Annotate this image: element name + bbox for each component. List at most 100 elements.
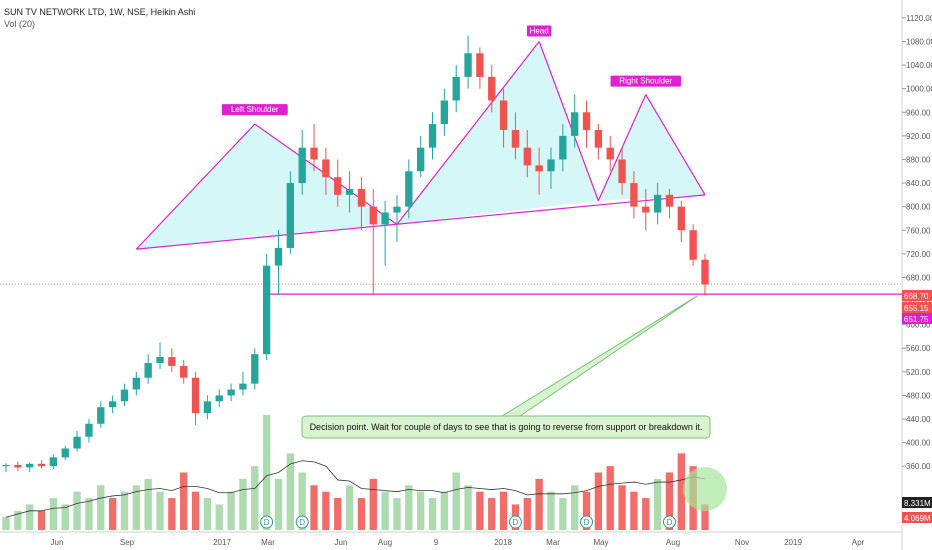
candle-body bbox=[215, 395, 223, 402]
candle-body bbox=[476, 53, 484, 77]
volume-bar bbox=[499, 491, 508, 530]
left-shoulder-label: Left Shoulder bbox=[231, 105, 279, 114]
volume-bar bbox=[2, 517, 10, 530]
time-tick-label: Jun bbox=[335, 538, 348, 547]
dividend-marker-label: D bbox=[667, 518, 673, 527]
volume-bar bbox=[49, 498, 58, 530]
head-line-down bbox=[538, 41, 599, 201]
candle-body bbox=[85, 423, 93, 437]
candle-body bbox=[381, 212, 389, 225]
volume-bar bbox=[428, 498, 437, 530]
candle-body bbox=[606, 147, 614, 160]
volume-bar bbox=[97, 485, 105, 530]
price-tick-label: 640.00 bbox=[906, 297, 931, 306]
price-tag-label: 668.70 bbox=[904, 292, 929, 301]
time-tick-label: May bbox=[593, 538, 608, 547]
volume-tag-label: 8.331M bbox=[904, 499, 931, 508]
candle-body bbox=[499, 100, 508, 130]
candle-body bbox=[547, 159, 555, 172]
volume-bar bbox=[357, 498, 366, 530]
right-shoulder-label: Right Shoulder bbox=[619, 77, 672, 86]
price-tick-label: 680.00 bbox=[906, 273, 931, 282]
dividend-marker bbox=[295, 515, 309, 529]
candle-body bbox=[262, 265, 271, 355]
candle-body bbox=[523, 147, 531, 166]
time-tick-label: Aug bbox=[378, 538, 392, 547]
volume-bar bbox=[310, 485, 318, 530]
volume-bar bbox=[144, 478, 152, 530]
candle-body bbox=[582, 112, 591, 130]
volume-bar bbox=[642, 498, 650, 530]
candle-body bbox=[416, 147, 425, 172]
time-tick-label: 2018 bbox=[494, 538, 512, 547]
volume-highlight-circle bbox=[683, 467, 727, 511]
volume-bar bbox=[606, 466, 614, 530]
candle-body bbox=[97, 407, 105, 424]
volume-bar bbox=[132, 485, 140, 530]
volume-bar bbox=[594, 472, 603, 530]
candle-body bbox=[227, 389, 235, 396]
candle-body bbox=[61, 448, 69, 458]
volume-bar bbox=[262, 415, 271, 530]
note-box bbox=[301, 415, 711, 439]
volume-bar bbox=[571, 485, 579, 530]
price-tick-label: 960.00 bbox=[906, 108, 931, 117]
candle-body bbox=[345, 188, 354, 195]
note-text: Decision point. Wait for couple of days … bbox=[310, 422, 703, 432]
volume-tag-bg bbox=[902, 497, 932, 508]
neckline bbox=[136, 194, 706, 250]
volume-moving-average bbox=[5, 460, 706, 518]
candle-body bbox=[464, 53, 472, 77]
candle-body bbox=[310, 147, 318, 160]
volume-indicator-label: Vol (20) bbox=[4, 19, 36, 29]
candle-body bbox=[440, 100, 449, 125]
volume-bar bbox=[203, 498, 212, 530]
dividend-marker bbox=[260, 515, 274, 529]
volume-bar bbox=[523, 498, 531, 530]
price-tick-label: 760.00 bbox=[906, 226, 931, 235]
price-tag-bg bbox=[902, 302, 932, 313]
candle-body bbox=[37, 463, 46, 467]
time-tick-label: Jun bbox=[51, 538, 64, 547]
price-tick-label: 840.00 bbox=[906, 179, 931, 188]
candle-body bbox=[322, 159, 330, 178]
volume-bar bbox=[677, 453, 685, 530]
candle-body bbox=[14, 465, 22, 468]
volume-bar bbox=[416, 491, 425, 530]
price-tick-label: 400.00 bbox=[906, 439, 931, 448]
candle-body bbox=[357, 188, 366, 207]
price-tick-label: 800.00 bbox=[906, 203, 931, 212]
volume-bar bbox=[14, 510, 22, 530]
price-tick-label: 1000.00 bbox=[906, 85, 932, 94]
right-shoulder-label-bg bbox=[610, 75, 681, 87]
volume-bar bbox=[405, 485, 413, 530]
candle-body bbox=[665, 194, 674, 207]
time-tick-label: Mar bbox=[261, 538, 275, 547]
time-tick-label: Apr bbox=[852, 538, 865, 547]
right-shoulder-line-down bbox=[645, 94, 706, 196]
volume-tag-bg bbox=[902, 512, 932, 523]
price-tick-label: 480.00 bbox=[906, 391, 931, 400]
time-tick-label: 2019 bbox=[784, 538, 802, 547]
candle-body bbox=[203, 401, 212, 414]
price-tick-label: 440.00 bbox=[906, 415, 931, 424]
dividend-marker bbox=[662, 515, 676, 529]
volume-bar bbox=[381, 491, 389, 530]
volume-bar bbox=[701, 504, 709, 530]
chart-title: SUN TV NETWORK LTD, 1W, NSE, Heikin Ashi bbox=[4, 7, 196, 17]
price-tick-label: 520.00 bbox=[906, 368, 931, 377]
time-tick-label: Sep bbox=[120, 538, 135, 547]
volume-bar bbox=[26, 504, 34, 530]
candle-body bbox=[393, 206, 401, 213]
volume-bar bbox=[61, 504, 69, 530]
price-tick-label: 720.00 bbox=[906, 250, 931, 259]
dividend-marker bbox=[580, 515, 594, 529]
head-fill bbox=[396, 41, 599, 225]
price-tick-label: 1040.00 bbox=[906, 61, 932, 70]
candle-body bbox=[132, 377, 140, 390]
volume-bar bbox=[547, 491, 555, 530]
head-label: Head bbox=[530, 26, 549, 35]
dividend-marker-label: D bbox=[264, 518, 270, 527]
candle-body bbox=[428, 124, 437, 148]
